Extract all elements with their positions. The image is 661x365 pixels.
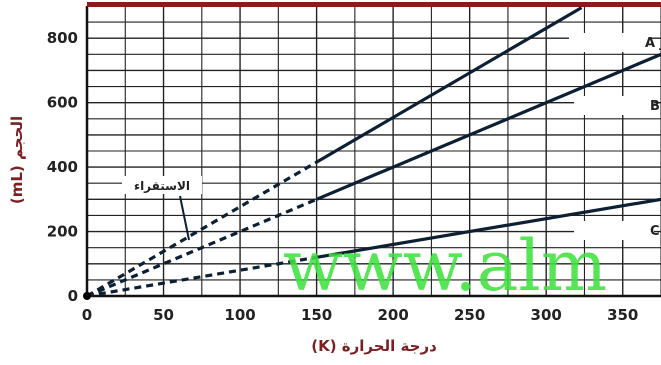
y-tick-label: 400: [47, 158, 78, 176]
series-measured-line: [316, 197, 661, 259]
y-tick-label: 600: [47, 94, 78, 112]
x-tick-label: 50: [153, 306, 174, 324]
series-label: الغاز C: [650, 224, 661, 239]
x-tick-label: 200: [377, 306, 408, 324]
x-tick-label: 150: [301, 306, 332, 324]
x-tick-label: 100: [224, 306, 255, 324]
x-tick-label: 250: [454, 306, 485, 324]
series-label: الغاز A: [645, 36, 661, 51]
series-lines: [83, 6, 661, 300]
x-tick-label: 0: [82, 306, 92, 324]
series-label-backdrop: [569, 33, 649, 52]
grid: [85, 5, 661, 298]
watermark: www.alm: [283, 225, 607, 307]
extrapolation-label-backdrop: [122, 176, 202, 194]
y-axis-title: الحجم (mL): [8, 116, 26, 204]
extrapolation-label: الاستقراء: [134, 179, 190, 193]
series-label-backdrop: [574, 96, 654, 115]
series-labels: الغاز A الغاز B الغاز C: [569, 33, 661, 240]
top-frame-bar: [87, 2, 661, 7]
x-tick-label: 300: [531, 306, 562, 324]
tick-labels: 0 50 100 150 200 250 300 350 0 200 400 600 800: [47, 29, 639, 324]
series-measured-line: [315, 52, 661, 201]
x-axis-title: درجة الحرارة (K): [311, 337, 437, 355]
series-extrapolated-line: [86, 197, 318, 298]
y-tick-label: 0: [68, 287, 78, 305]
extrapolation-pointer: [179, 195, 190, 241]
series-label: الغاز B: [650, 99, 661, 114]
x-tick-label: 350: [607, 306, 638, 324]
series-measured-line: [315, 6, 583, 164]
y-tick-label: 200: [47, 223, 78, 241]
y-tick-label: 800: [47, 29, 78, 47]
series-extrapolated-line: [86, 255, 317, 298]
series-extrapolated-line: [86, 160, 318, 298]
origin-point: [83, 292, 91, 300]
series-label-backdrop: [574, 221, 654, 240]
